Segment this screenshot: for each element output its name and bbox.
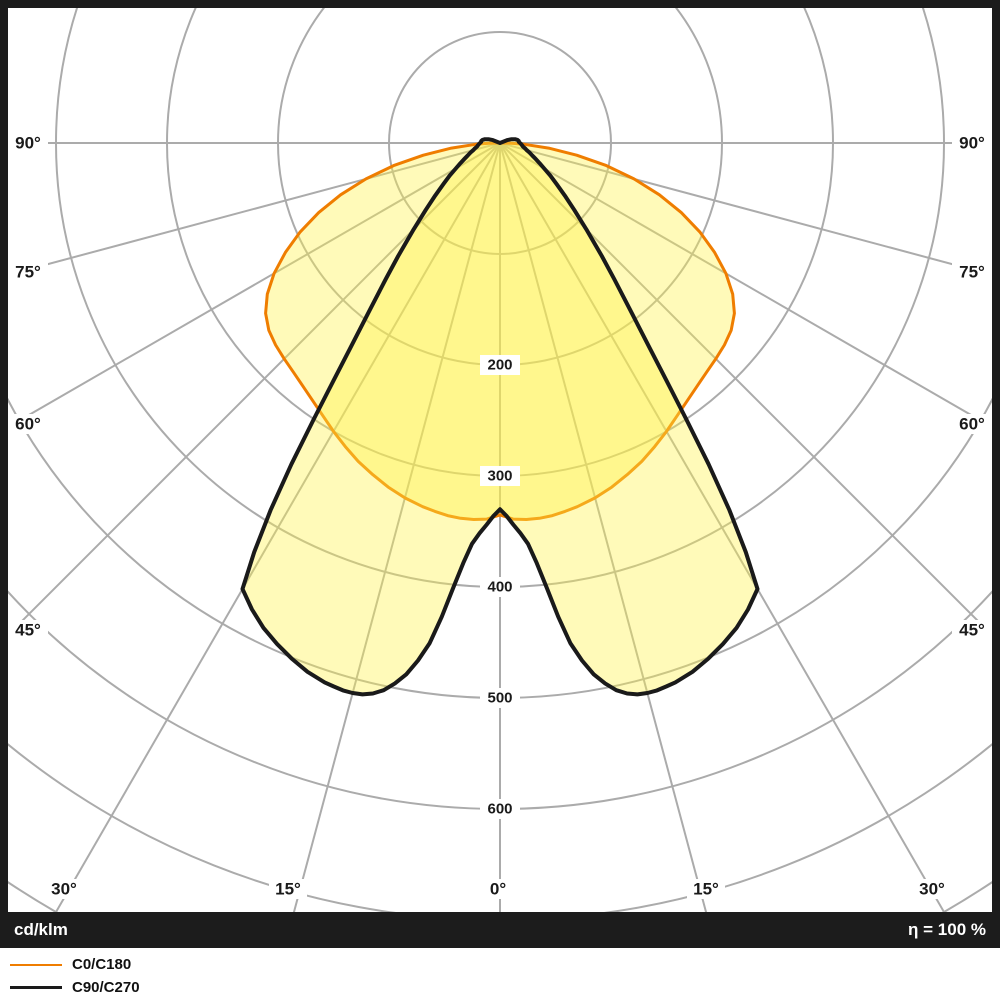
label-halo [45, 879, 83, 899]
label-halo [687, 879, 725, 899]
radial-unit-label: cd/klm [14, 920, 68, 939]
label-halo [952, 262, 992, 282]
legend-label-c0-c180: C0/C180 [72, 956, 132, 973]
label-halo [8, 262, 48, 282]
angle-label-right: 45° [959, 621, 985, 640]
grid-radial [499, 142, 708, 912]
grid-radial [499, 142, 992, 637]
c0-c180-line-swatch [10, 963, 62, 966]
label-halo [8, 414, 48, 434]
grid-radial [292, 142, 501, 912]
angle-label-bottom: 30° [51, 880, 77, 899]
label-halo [952, 620, 992, 640]
label-halo [952, 414, 992, 434]
angle-label-bottom: 30° [919, 880, 945, 899]
angle-label-bottom: 0° [490, 880, 506, 899]
label-halo [480, 799, 520, 819]
angle-label-left: 90° [15, 134, 41, 153]
label-layer: 200 300 400 500 600 90° 75° 60° 45° 90° 75° 60° 45° 3… [8, 133, 992, 899]
curve-c90-c270 [240, 137, 760, 697]
curve-layer [240, 137, 760, 697]
polar-chart: 200 300 400 500 600 90° 75° 60° 45° 90° 75° 60° 45° 3… [0, 0, 1000, 920]
label-halo [8, 133, 48, 153]
label-halo [952, 133, 992, 153]
legend: C0/C180 C90/C270 [10, 953, 410, 999]
grid-radial [499, 142, 992, 429]
ring-label: 600 [487, 801, 512, 818]
footer-band: cd/klm η = 100 % [0, 912, 1000, 948]
angle-label-left: 60° [15, 415, 41, 434]
ring-label: 500 [487, 690, 512, 707]
legend-item-c0-c180: C0/C180 [10, 953, 410, 976]
angle-label-left: 45° [15, 621, 41, 640]
ring-label: 200 [487, 357, 512, 374]
grid-radial [54, 142, 501, 912]
ring-label: 400 [487, 579, 512, 596]
label-halo [269, 879, 307, 899]
angle-label-bottom: 15° [275, 880, 301, 899]
curve-c0-c180 [264, 141, 736, 521]
c90-c270-line-swatch [10, 986, 62, 989]
label-halo [480, 466, 520, 486]
efficiency-label: η = 100 % [908, 920, 986, 939]
angle-label-right: 90° [959, 134, 985, 153]
label-halo [480, 688, 520, 708]
angle-label-left: 75° [15, 263, 41, 282]
angle-label-right: 60° [959, 415, 985, 434]
label-halo [479, 879, 517, 899]
legend-item-c90-c270: C90/C270 [10, 976, 410, 999]
angle-label-bottom: 15° [693, 880, 719, 899]
grid-radial [499, 142, 946, 912]
label-halo [913, 879, 951, 899]
label-halo [480, 355, 520, 375]
legend-label-c90-c270: C90/C270 [72, 979, 140, 996]
grid-radial [8, 142, 501, 429]
grid-radial [8, 142, 501, 637]
label-halo [8, 620, 48, 640]
angle-label-right: 75° [959, 263, 985, 282]
ring-label: 300 [487, 468, 512, 485]
label-halo [480, 577, 520, 597]
